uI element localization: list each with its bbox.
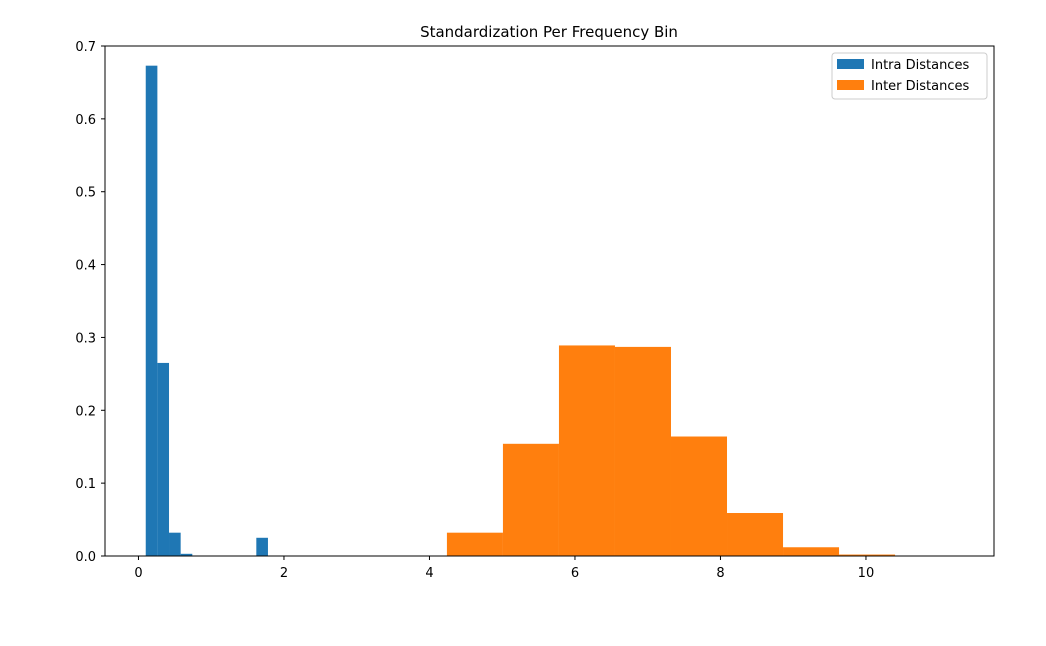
legend-swatch-1 [837,80,864,90]
bar-series-1-bin-0 [446,532,503,556]
bars-layer [145,65,896,557]
bar-series-0-bin-4 [256,537,268,556]
x-tick-label: 2 [280,566,288,581]
legend: Intra Distances Inter Distances [831,52,988,100]
bar-series-1-bin-6 [783,547,840,556]
legend-label-0: Intra Distances [871,58,969,73]
y-tick-label: 0.4 [75,259,96,274]
x-tick-label: 4 [425,566,433,581]
bar-series-1-bin-5 [727,513,784,556]
x-tick-label: 10 [858,566,875,581]
y-tick-label: 0.6 [75,113,96,128]
y-tick-label: 0.1 [75,477,96,492]
legend-box [831,52,988,100]
plot-frame [104,45,995,557]
x-tick-label: 0 [134,566,142,581]
bar-series-1-bin-4 [670,436,728,556]
legend-label-1: Inter Distances [871,79,969,94]
y-tick-label: 0.2 [75,404,96,419]
bar-series-1-bin-2 [558,345,615,556]
y-tick-label: 0.3 [75,331,96,346]
bar-series-1-bin-3 [614,346,671,556]
x-tick-label: 6 [571,566,579,581]
bar-series-0-bin-3 [180,553,193,556]
legend-swatch-0 [837,59,864,69]
bar-series-1-bin-1 [502,443,559,556]
y-tick-label: 0.5 [75,186,96,201]
y-axis: 0.0 0.1 0.2 0.3 0.4 0.5 0.6 0.7 [75,40,105,565]
x-axis: 0 2 4 6 8 10 [134,556,874,581]
y-tick-label: 0.7 [75,40,96,55]
chart-title: Standardization Per Frequency Bin [420,23,678,41]
bar-series-1-bin-7 [839,554,896,556]
bar-series-0-bin-0 [145,65,158,557]
bar-series-0-bin-1 [157,362,170,556]
y-tick-label: 0.0 [75,550,96,565]
x-tick-label: 8 [716,566,724,581]
bar-series-0-bin-2 [169,532,181,556]
